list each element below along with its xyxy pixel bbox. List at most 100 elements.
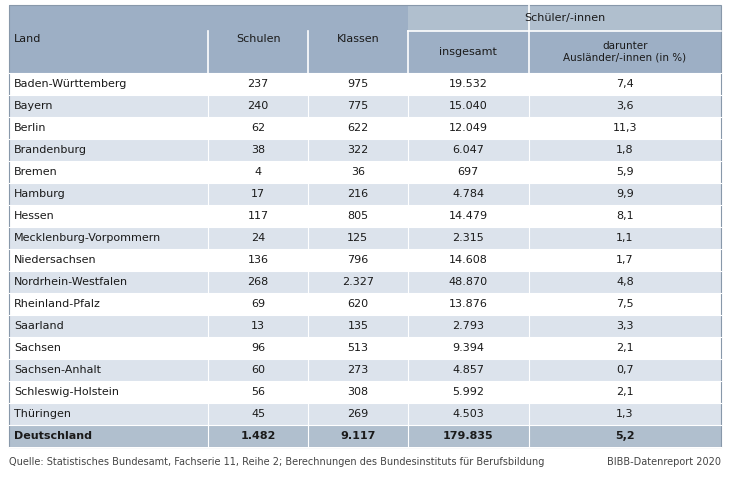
Bar xyxy=(9,73,208,95)
Text: Mecklenburg-Vorpommern: Mecklenburg-Vorpommern xyxy=(14,233,161,243)
Bar xyxy=(529,271,721,293)
Bar xyxy=(408,425,529,447)
Bar xyxy=(308,315,408,337)
Text: 5.992: 5.992 xyxy=(453,387,484,397)
Bar xyxy=(208,183,308,205)
Bar xyxy=(208,271,308,293)
Bar xyxy=(308,95,408,117)
Bar xyxy=(408,139,529,161)
Text: Land: Land xyxy=(14,34,41,44)
Text: 697: 697 xyxy=(458,167,479,177)
Text: 4,8: 4,8 xyxy=(616,277,634,287)
Bar xyxy=(529,381,721,403)
Text: 273: 273 xyxy=(347,365,369,375)
Bar xyxy=(208,73,308,95)
Bar xyxy=(408,271,529,293)
Text: 2,1: 2,1 xyxy=(616,387,634,397)
Bar xyxy=(9,249,208,271)
Bar xyxy=(408,183,529,205)
Bar xyxy=(208,293,308,315)
Text: 38: 38 xyxy=(251,145,265,155)
Text: 6.047: 6.047 xyxy=(453,145,484,155)
Bar xyxy=(208,337,308,359)
Bar xyxy=(9,139,208,161)
Text: Klassen: Klassen xyxy=(337,34,380,44)
Text: 3,3: 3,3 xyxy=(616,321,634,331)
Text: 117: 117 xyxy=(247,211,269,221)
Bar xyxy=(208,425,308,447)
Bar xyxy=(9,315,208,337)
Text: 237: 237 xyxy=(247,79,269,89)
Bar xyxy=(9,205,208,227)
Bar xyxy=(9,293,208,315)
Text: 13.876: 13.876 xyxy=(449,299,488,309)
Bar xyxy=(408,95,529,117)
Bar xyxy=(208,117,308,139)
Bar xyxy=(9,5,721,447)
Bar xyxy=(529,293,721,315)
Text: 2.327: 2.327 xyxy=(342,277,374,287)
Bar xyxy=(208,403,308,425)
Text: 4.503: 4.503 xyxy=(453,409,484,419)
Bar xyxy=(208,359,308,381)
Bar xyxy=(9,183,208,205)
Text: Schüler/-innen: Schüler/-innen xyxy=(524,13,605,23)
Bar xyxy=(529,205,721,227)
Bar xyxy=(529,403,721,425)
Text: 796: 796 xyxy=(347,255,369,265)
Text: 0,7: 0,7 xyxy=(616,365,634,375)
Text: Deutschland: Deutschland xyxy=(14,431,92,441)
Text: BIBB-Datenreport 2020: BIBB-Datenreport 2020 xyxy=(607,457,721,467)
Bar xyxy=(408,73,529,95)
Bar xyxy=(308,161,408,183)
Text: 1,3: 1,3 xyxy=(616,409,634,419)
Text: 7,4: 7,4 xyxy=(616,79,634,89)
Text: 775: 775 xyxy=(347,101,369,111)
Text: Sachsen: Sachsen xyxy=(14,343,61,353)
Bar xyxy=(529,95,721,117)
Bar xyxy=(529,161,721,183)
Text: 179.835: 179.835 xyxy=(443,431,493,441)
Bar xyxy=(308,337,408,359)
Text: 269: 269 xyxy=(347,409,369,419)
Text: 8,1: 8,1 xyxy=(616,211,634,221)
Bar xyxy=(308,403,408,425)
Text: 36: 36 xyxy=(351,167,365,177)
Text: Bayern: Bayern xyxy=(14,101,53,111)
Text: 14.479: 14.479 xyxy=(449,211,488,221)
Bar xyxy=(529,227,721,249)
Bar xyxy=(308,293,408,315)
Bar xyxy=(308,381,408,403)
Bar xyxy=(529,425,721,447)
Text: 14.608: 14.608 xyxy=(449,255,488,265)
Bar xyxy=(529,249,721,271)
Bar xyxy=(529,183,721,205)
Text: 2.793: 2.793 xyxy=(453,321,484,331)
Bar xyxy=(308,359,408,381)
Bar xyxy=(308,227,408,249)
Bar xyxy=(408,293,529,315)
Bar xyxy=(308,271,408,293)
Text: 13: 13 xyxy=(251,321,265,331)
Bar xyxy=(9,337,208,359)
Text: 975: 975 xyxy=(347,79,369,89)
Bar xyxy=(529,139,721,161)
Bar xyxy=(408,315,529,337)
Text: 9.117: 9.117 xyxy=(340,431,375,441)
Text: 1,8: 1,8 xyxy=(616,145,634,155)
Text: Schulen: Schulen xyxy=(236,34,280,44)
Bar xyxy=(308,205,408,227)
Bar xyxy=(408,249,529,271)
Bar xyxy=(9,403,208,425)
Text: 622: 622 xyxy=(347,123,369,133)
Bar xyxy=(408,337,529,359)
Bar xyxy=(408,5,721,31)
Text: 240: 240 xyxy=(247,101,269,111)
Text: 5,9: 5,9 xyxy=(616,167,634,177)
Text: 268: 268 xyxy=(247,277,269,287)
Bar xyxy=(9,271,208,293)
Text: Sachsen-Anhalt: Sachsen-Anhalt xyxy=(14,365,101,375)
Text: 135: 135 xyxy=(347,321,369,331)
Text: 4.784: 4.784 xyxy=(453,189,485,199)
Text: 24: 24 xyxy=(251,233,265,243)
